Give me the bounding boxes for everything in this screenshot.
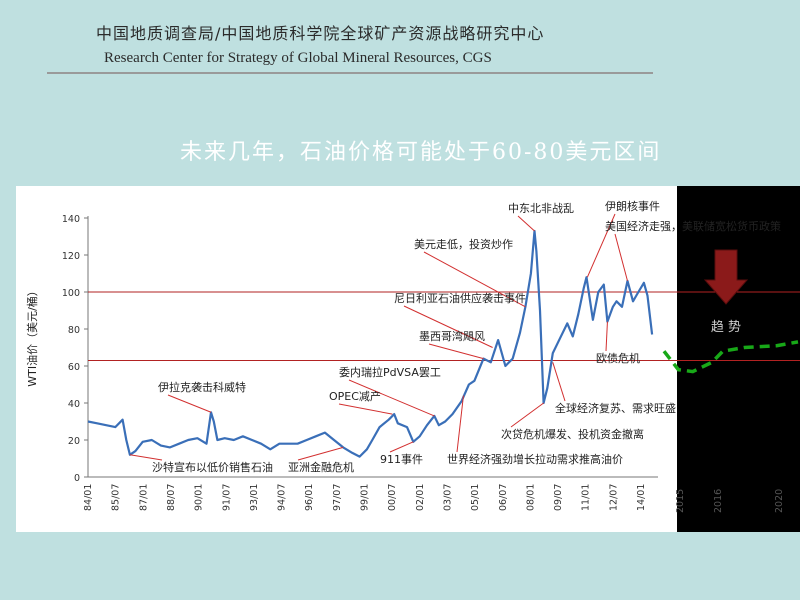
annotation-label: 亚洲金融危机 (288, 460, 354, 474)
y-tick-label: 60 (68, 362, 80, 373)
annotation-pointer (348, 379, 435, 417)
forecast-line (662, 340, 799, 374)
annotation-label: 委内瑞拉PdVSA罢工 (339, 365, 441, 379)
x-tick-label: 88/07 (166, 484, 177, 511)
x-tick-label: 03/07 (442, 484, 453, 511)
annotation-label: 美国经济走强，美联储宽松货币政策 (605, 219, 781, 233)
wti-price-line (87, 229, 654, 458)
x-tick-label: 11/01 (581, 484, 592, 511)
annotation-pointer (614, 233, 628, 282)
x-tick-label: 08/01 (525, 484, 536, 511)
annotation-pointer (605, 321, 608, 352)
annotation-label: 伊朗核事件 (605, 199, 660, 213)
y-tick-label: 80 (68, 325, 80, 336)
x-tick-label: 05/01 (470, 484, 481, 511)
x-tick-label: 12/07 (608, 484, 619, 511)
annotation-label: 911事件 (380, 453, 423, 466)
forecast-x-label: 2015 (675, 489, 686, 513)
annotation-pointer (167, 394, 212, 413)
annotation-label: 沙特宣布以低价销售石油 (152, 460, 273, 474)
x-tick-label: 00/07 (387, 484, 398, 511)
annotation-pointer (423, 251, 526, 308)
forecast-x-label: 2016 (713, 489, 724, 513)
annotation-label: 尼日利亚石油供应袭击事件 (394, 291, 526, 305)
annotation-pointer (428, 343, 484, 360)
y-tick-label: 100 (62, 288, 80, 299)
org-name-en: Research Center for Strategy of Global M… (104, 50, 492, 66)
slide-title: 未来几年，石油价格可能处于60-80美元区间 (180, 140, 662, 165)
annotation-pointer (456, 395, 464, 453)
annotation-pointer (297, 446, 344, 461)
org-name-cn: 中国地质调查局/中国地质科学院全球矿产资源战略研究中心 (96, 24, 545, 43)
forecast-x-label: 2020 (774, 489, 785, 513)
x-tick-label: 93/01 (249, 484, 260, 511)
annotation-label: 中东北非战乱 (508, 202, 574, 215)
trend-label: 趋 势 (711, 319, 741, 335)
annotation-pointer (389, 441, 414, 453)
header-divider (47, 72, 653, 74)
trend-down-arrow (703, 249, 749, 305)
y-tick-label: 140 (62, 214, 80, 225)
x-tick-label: 84/01 (83, 484, 94, 511)
x-tick-label: 91/07 (221, 484, 232, 511)
x-tick-label: 87/01 (138, 484, 149, 511)
chart-panel: 0 20 40 60 80 100 120 140 WTI油价（美元/桶） 84/01 85/07 8… (16, 186, 800, 532)
x-tick-label: 85/07 (111, 484, 122, 511)
annotation-pointer (586, 213, 616, 278)
x-tick-label: 06/07 (498, 484, 509, 511)
annotation-pointer (338, 403, 393, 415)
y-tick-label: 120 (62, 251, 80, 262)
annotation-label: 欧债危机 (596, 351, 640, 365)
annotation-label: 伊拉克袭击科威特 (158, 380, 246, 394)
annotation-pointer (517, 215, 535, 232)
annotation-pointer (510, 402, 544, 428)
y-tick-label: 40 (68, 399, 80, 410)
x-tick-label: 96/01 (304, 484, 315, 511)
x-tick-label: 14/01 (636, 484, 647, 511)
annotation-label: 世界经济强劲增长拉动需求推高油价 (447, 452, 623, 466)
x-tick-label: 02/01 (415, 484, 426, 511)
x-tick-label: 99/01 (360, 484, 371, 511)
annotation-label: 次贷危机爆发、投机资金撤离 (501, 427, 644, 441)
annotation-label: 全球经济复苏、需求旺盛 (555, 401, 676, 415)
annotation-pointer (552, 362, 566, 402)
annotation-label: 美元走低，投资炒作 (414, 237, 513, 251)
y-tick-label: 0 (74, 473, 80, 484)
x-tick-label: 97/07 (332, 484, 343, 511)
annotation-pointer (403, 305, 493, 348)
annotation-label: 墨西哥湾飓风 (419, 329, 485, 343)
y-tick-label: 20 (68, 436, 80, 447)
y-axis-label: WTI油价（美元/桶） (25, 285, 39, 387)
annotation-pointer (129, 454, 163, 461)
annotation-label: OPEC减产 (329, 389, 381, 403)
oil-price-chart: 0 20 40 60 80 100 120 140 WTI油价（美元/桶） 84/01 85/07 8… (25, 199, 800, 513)
x-tick-label: 90/01 (194, 484, 205, 511)
x-tick-label: 09/07 (553, 484, 564, 511)
forecast-panel (677, 186, 800, 532)
x-tick-label: 94/07 (277, 484, 288, 511)
